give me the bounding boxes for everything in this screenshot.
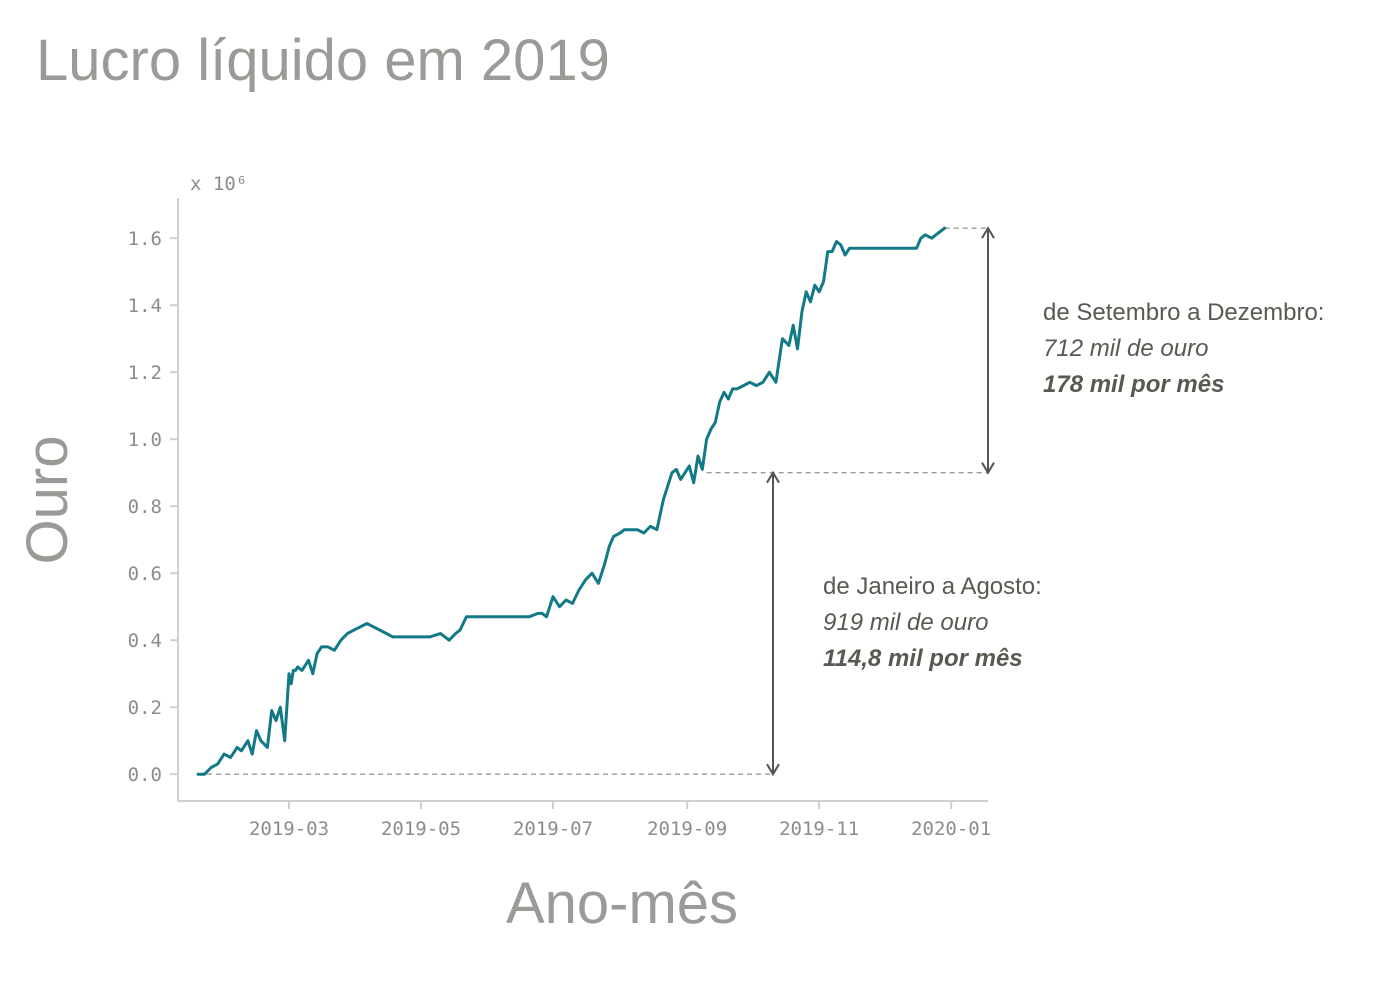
annotation-jan-aug-total: 919 mil de ouro xyxy=(823,609,988,636)
y-tick-label: 0.8 xyxy=(128,496,162,518)
series-line-net-profit xyxy=(196,226,947,776)
x-tick-label: 2019-05 xyxy=(381,818,461,840)
reference-lines xyxy=(198,227,988,775)
x-tick-label: 2019-11 xyxy=(779,818,859,840)
y-multiplier-label: x 10⁶ xyxy=(190,173,247,195)
annotation-sep-dec-total: 712 mil de ouro xyxy=(1043,335,1208,362)
x-axis-title: Ano-mês xyxy=(506,871,738,936)
y-ticks: 0.0 0.2 0.4 0.6 0.8 1.0 1.2 1.4 1.6 xyxy=(128,228,178,786)
range-arrow-jan-aug-head-bottom xyxy=(766,763,780,777)
y-tick-label: 1.2 xyxy=(128,362,162,384)
range-arrow-sep-dec-head-bottom xyxy=(981,462,995,475)
annotation-jan-aug-monthly: 114,8 mil por mês xyxy=(823,645,1023,672)
annotation-sep-dec-period: de Setembro a Dezembro: xyxy=(1043,299,1324,326)
x-ticks: 2019-03 2019-05 2019-07 2019-09 2019-11 2020-… xyxy=(249,801,991,840)
series-layer xyxy=(196,226,947,776)
range-arrow-sep-dec-head-top xyxy=(981,226,995,239)
y-axis-title: Ouro xyxy=(15,436,80,565)
x-tick-label: 2019-09 xyxy=(647,818,727,840)
y-tick-label: 0.0 xyxy=(128,764,162,786)
annotation-jan-aug-period: de Janeiro a Agosto: xyxy=(823,573,1042,600)
y-tick-label: 1.0 xyxy=(128,429,162,451)
y-tick-label: 1.4 xyxy=(128,295,162,317)
x-tick-label: 2019-03 xyxy=(249,818,329,840)
chart-title: Lucro líquido em 2019 xyxy=(36,28,610,93)
y-tick-label: 0.6 xyxy=(128,563,162,585)
range-arrow-jan-aug-head-top xyxy=(766,470,780,484)
x-tick-label: 2020-01 xyxy=(911,818,991,840)
x-tick-label: 2019-07 xyxy=(513,818,593,840)
annotation-sep-dec-monthly: 178 mil por mês xyxy=(1043,371,1224,398)
y-tick-label: 1.6 xyxy=(128,228,162,250)
y-tick-label: 0.2 xyxy=(128,697,162,719)
range-arrows xyxy=(766,226,995,777)
y-tick-label: 0.4 xyxy=(128,630,162,652)
annotation-sep-dec: de Setembro a Dezembro: 712 mil de ouro … xyxy=(1043,299,1324,398)
annotation-jan-aug: de Janeiro a Agosto: 919 mil de ouro 114… xyxy=(823,573,1042,672)
